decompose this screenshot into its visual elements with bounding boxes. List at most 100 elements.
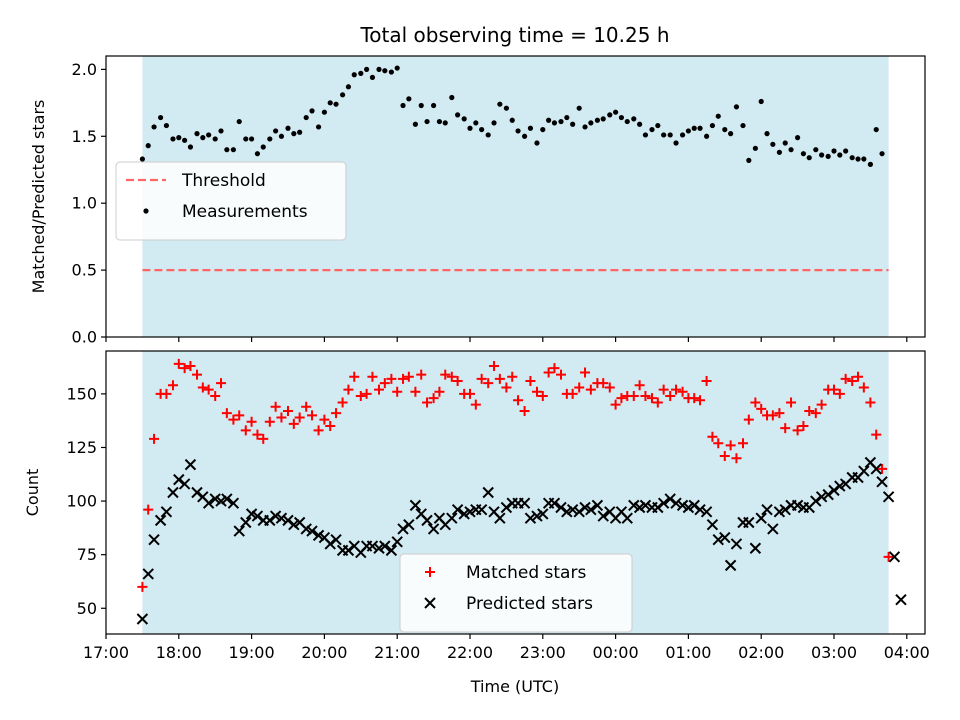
matched-stars-point (658, 384, 669, 395)
measurements-point (260, 144, 266, 150)
measurements-point (709, 122, 716, 129)
matched-stars-point (416, 369, 427, 380)
predicted-stars-point (724, 559, 737, 572)
measurements-point (637, 121, 643, 127)
matched-stars-point (313, 425, 324, 436)
matched-stars-point (519, 406, 530, 417)
legend-label-matched-stars: Matched stars (466, 563, 586, 583)
matched-stars-point (810, 408, 821, 419)
matched-stars-point (197, 382, 208, 393)
matched-stars-point (307, 410, 318, 421)
measurements-point (509, 117, 515, 123)
measurements-point (151, 124, 157, 130)
measurements-point (139, 156, 145, 162)
legend-label-measurements: Measurements (182, 202, 308, 222)
measurements-point (600, 116, 606, 122)
y-tick-label: 0.5 (72, 261, 97, 280)
measurements-point (321, 109, 327, 115)
matched-stars-point (513, 395, 524, 406)
measurements-point (345, 84, 352, 90)
measurements-point (515, 128, 521, 134)
measurements-point (813, 147, 819, 153)
matched-stars-point (847, 376, 858, 387)
matched-stars-point (386, 373, 397, 384)
predicted-stars-point (500, 501, 513, 514)
measurements-point (406, 96, 412, 102)
predicted-stars-point (403, 518, 415, 531)
matched-stars-point (531, 386, 542, 397)
matched-stars-point (465, 388, 475, 399)
predicted-stars-point (202, 497, 215, 509)
predicted-stars-point (227, 497, 240, 509)
matched-stars-point (252, 429, 263, 440)
predicted-stars-point (136, 613, 149, 625)
measurements-point (697, 125, 703, 131)
measurements-point (315, 124, 322, 130)
measurements-point (649, 126, 655, 133)
predicted-stars-point (324, 538, 336, 550)
measurements-point (728, 131, 734, 137)
legend-marker-matched-stars (425, 567, 435, 577)
measurements-point (546, 117, 552, 123)
matched-stars-point (221, 408, 232, 419)
matched-stars-point (695, 395, 706, 406)
predicted-stars-point (482, 486, 494, 499)
predicted-stars-point (537, 508, 549, 520)
measurements-point (618, 114, 625, 121)
measurements-point (758, 98, 764, 105)
matched-stars-point (610, 399, 621, 410)
predicted-stars-point (870, 463, 882, 475)
matched-stars-point (240, 425, 251, 436)
measurements-point (564, 114, 570, 121)
predicted-stars-point (749, 542, 762, 554)
matched-stars-point (834, 388, 845, 399)
matched-stars-point (325, 421, 336, 432)
matched-stars-point (283, 406, 293, 417)
predicted-stars-point (275, 512, 288, 524)
matched-stars-point (616, 393, 627, 404)
legend-box (399, 553, 633, 633)
matched-stars-point (585, 384, 596, 395)
measurements-point (867, 161, 874, 167)
measurements-point (200, 135, 206, 141)
measurements-point (667, 132, 673, 138)
y-tick-label: 1.0 (72, 194, 97, 213)
predicted-stars-point (251, 510, 264, 522)
matched-stars-point (294, 412, 305, 423)
measurements-point (249, 136, 255, 142)
matched-stars-point (149, 433, 160, 444)
measurements-point (806, 155, 812, 161)
y-tick-label: 150 (66, 384, 97, 403)
matched-stars-point (494, 373, 505, 384)
matched-stars-point (628, 391, 639, 402)
measurements-point (158, 114, 164, 121)
predicted-stars-point (264, 514, 276, 527)
measurements-point (752, 145, 758, 151)
measurements-point (570, 121, 576, 127)
matched-stars-point (871, 429, 882, 440)
x-tick-label: 04:00 (884, 643, 930, 662)
predicted-stars-point (160, 506, 173, 518)
y-tick-label: 2.0 (72, 60, 97, 79)
measurements-point (825, 153, 831, 159)
measurements-point (624, 118, 630, 125)
measurements-point (412, 121, 418, 127)
measurements-point (770, 141, 776, 147)
matched-stars-point (507, 371, 518, 382)
matched-stars-point (361, 388, 372, 399)
y-tick-label: 0.0 (72, 328, 97, 347)
matched-stars-point (556, 369, 566, 380)
matched-stars-point (476, 373, 487, 384)
predicted-stars-point (688, 499, 700, 512)
measurements-point (309, 108, 315, 114)
predicted-stars-point (524, 512, 537, 524)
matched-stars-point (731, 453, 742, 464)
measurements-point (467, 125, 473, 131)
measurements-point (588, 120, 594, 126)
x-tick-label: 19:00 (229, 643, 275, 662)
matched-stars-point (331, 408, 342, 419)
matched-stars-point (343, 384, 354, 395)
matched-stars-point (767, 410, 778, 421)
measurements-point (849, 155, 855, 161)
matched-stars-point (434, 386, 445, 397)
